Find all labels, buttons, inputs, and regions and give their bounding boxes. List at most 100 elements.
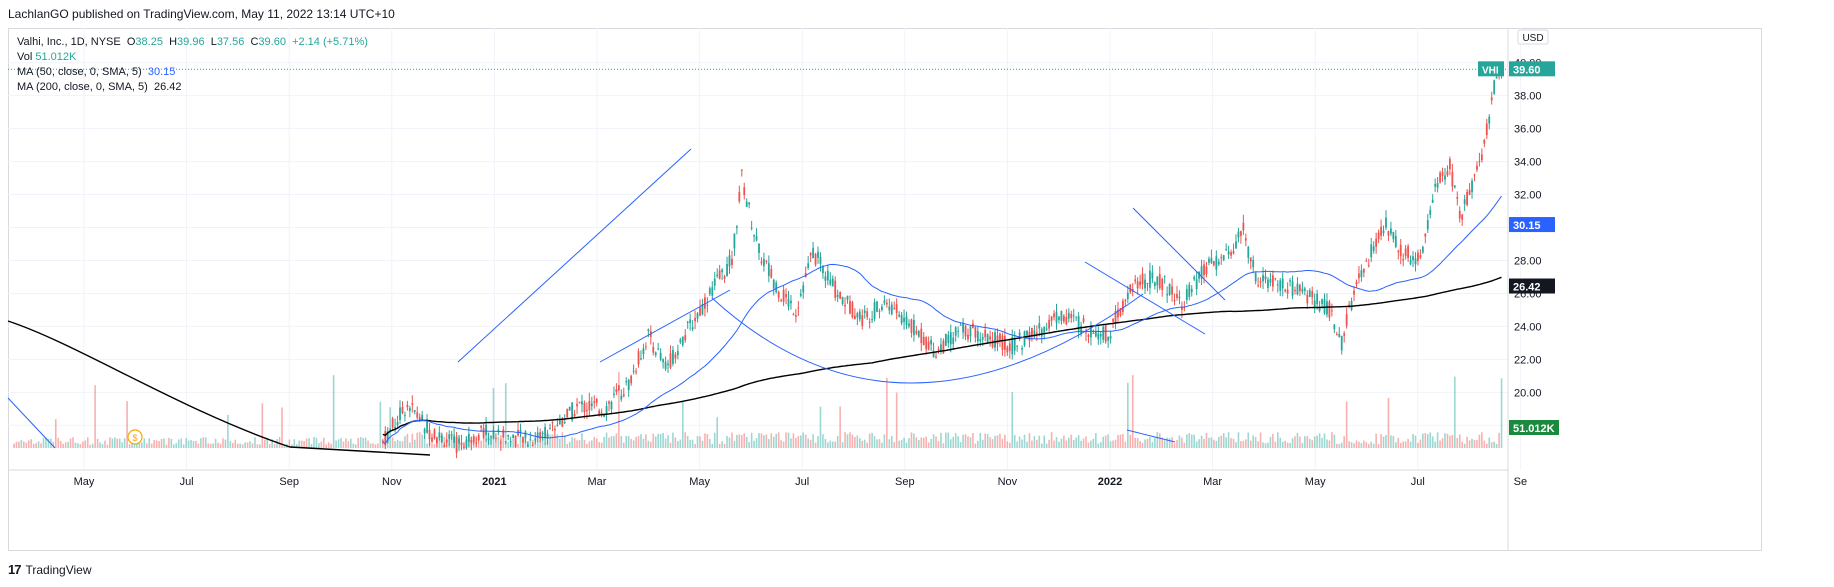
candle-body xyxy=(1389,228,1392,234)
candle-body xyxy=(480,425,483,428)
candle-body xyxy=(573,413,576,417)
volume-bar xyxy=(1134,437,1136,448)
candle-body xyxy=(1399,244,1402,257)
candle-body xyxy=(391,418,394,428)
candle-body xyxy=(935,356,937,358)
volume-bar xyxy=(411,433,414,448)
candle-body xyxy=(1222,255,1225,261)
volume-bar xyxy=(1006,441,1009,448)
candle-body xyxy=(396,422,399,426)
volume-bar xyxy=(657,433,659,448)
volume-bar xyxy=(327,442,330,448)
candle-body xyxy=(890,304,893,315)
volume-bar xyxy=(787,432,790,448)
candle-body xyxy=(608,401,610,404)
volume-bar xyxy=(278,437,281,448)
volume-bar xyxy=(1198,439,1200,448)
x-tick-label: Jul xyxy=(1411,476,1425,488)
volume-bar xyxy=(1090,440,1092,448)
wedge-lower xyxy=(1084,261,1206,335)
volume-bar xyxy=(568,441,571,448)
candle-body xyxy=(490,436,492,438)
candle-body xyxy=(519,429,522,433)
candle-body xyxy=(1321,299,1323,304)
candle-body xyxy=(477,434,480,441)
volume-bar xyxy=(389,407,391,448)
volume-bar xyxy=(256,444,259,448)
volume-bar xyxy=(116,438,119,448)
candle-body xyxy=(745,201,748,207)
chart-frame[interactable] xyxy=(8,28,1762,551)
volume-bar xyxy=(925,436,927,448)
volume-bar xyxy=(642,438,645,448)
volume-bar xyxy=(266,437,269,448)
volume-bar xyxy=(1269,436,1272,448)
candle-body xyxy=(1490,97,1493,101)
candle-body xyxy=(1311,291,1314,298)
volume-bar xyxy=(977,440,979,448)
volume-bar xyxy=(347,441,350,448)
volume-bar xyxy=(497,436,500,448)
volume-bar xyxy=(674,437,677,448)
volume-bar xyxy=(662,432,664,448)
volume-bar xyxy=(214,438,217,448)
volume-bar xyxy=(431,439,433,448)
candle-body xyxy=(603,414,605,417)
volume-bar xyxy=(839,406,841,448)
candle-body xyxy=(411,403,414,405)
candle-body xyxy=(851,302,854,318)
volume-bar xyxy=(888,439,891,448)
candle-body xyxy=(408,407,411,412)
candle-body xyxy=(1335,334,1338,336)
x-tick-label: Se xyxy=(1514,476,1527,488)
candle-body xyxy=(1451,172,1454,187)
candle-body xyxy=(1055,311,1058,323)
volume-bar xyxy=(856,435,859,448)
volume-bar xyxy=(177,439,180,448)
volume-bar xyxy=(883,434,886,448)
volume-bar xyxy=(1392,436,1395,448)
candle-body xyxy=(1023,331,1026,346)
volume-bar xyxy=(824,438,827,448)
candle-body xyxy=(1476,165,1478,170)
candle-body xyxy=(1348,304,1350,306)
candle-body xyxy=(1141,273,1144,285)
volume-bar xyxy=(1168,438,1171,448)
close-value: 39.60 xyxy=(258,36,286,48)
volume-bar xyxy=(1011,392,1014,448)
candle-body xyxy=(922,336,925,346)
moving-averages xyxy=(7,195,1502,456)
volume-bar xyxy=(268,444,271,448)
volume-bar xyxy=(807,438,809,448)
candle-body xyxy=(568,406,571,411)
volume-bar xyxy=(1372,443,1375,448)
volume-bar xyxy=(1318,433,1321,448)
brand-name: TradingView xyxy=(25,562,92,577)
candle-body xyxy=(944,333,947,346)
volume-bar xyxy=(640,434,642,448)
volume-bar xyxy=(195,440,197,448)
candle-body xyxy=(925,337,928,350)
volume-bar xyxy=(1021,439,1023,448)
volume-bar xyxy=(153,440,155,448)
volume-bar xyxy=(1299,436,1301,448)
candle-body xyxy=(868,321,871,323)
ma200-line xyxy=(382,276,1502,437)
volume-bar xyxy=(1181,437,1183,448)
volume-bar xyxy=(335,440,337,448)
volume-bar xyxy=(615,433,618,448)
volume-bar xyxy=(600,442,603,448)
volume-bar xyxy=(1358,441,1360,448)
volume-bar xyxy=(197,443,200,448)
volume-bar xyxy=(785,432,787,448)
volume-bar xyxy=(138,442,141,448)
candle-body xyxy=(777,291,780,298)
candle-body xyxy=(1306,294,1309,304)
volume-bar xyxy=(1471,438,1473,448)
candle-body xyxy=(563,421,566,423)
volume-bar xyxy=(1377,443,1380,448)
volume-bar xyxy=(1242,440,1245,448)
candle-body xyxy=(954,327,957,336)
volume-bar xyxy=(517,443,519,448)
